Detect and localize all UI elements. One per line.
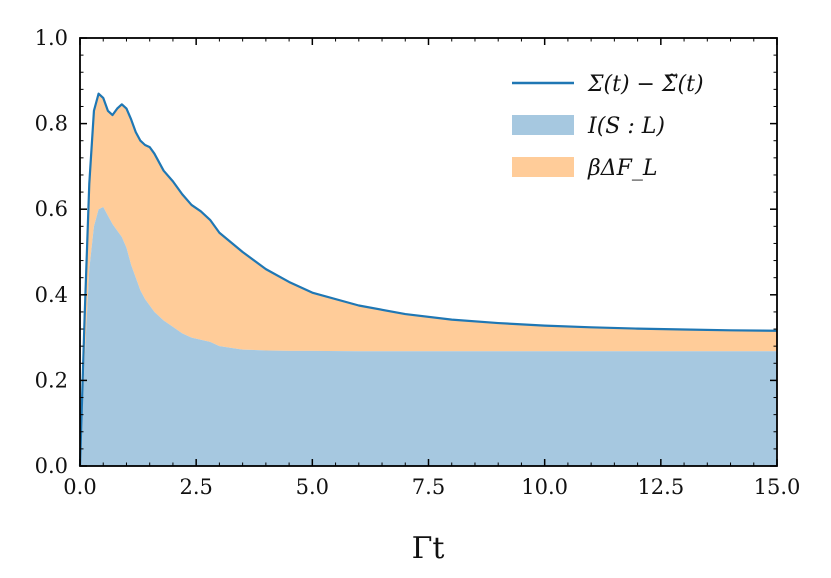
x-tick-label: 15.0 xyxy=(754,475,801,499)
x-tick-label: 12.5 xyxy=(637,475,684,499)
x-tick-label: 0.0 xyxy=(63,475,96,499)
y-tick-label: 0.8 xyxy=(35,112,68,136)
legend-swatch-orange xyxy=(512,157,574,177)
x-tick-label: 10.0 xyxy=(521,475,568,499)
plot-area xyxy=(78,92,778,467)
area-beta-delta-f xyxy=(80,93,777,466)
y-tick-label: 0.2 xyxy=(35,368,68,392)
line-entropy-production xyxy=(78,92,778,467)
x-tick-label: 7.5 xyxy=(412,475,445,499)
legend: Σ(t) − Σ̃(t) I(S : L) βΔF_L xyxy=(512,72,704,181)
x-axis-title: Γt xyxy=(412,531,445,566)
area-mutual-information xyxy=(80,207,777,466)
legend-label: βΔF_L xyxy=(587,156,657,181)
axes: 0.0 2.5 5.0 7.5 10.0 12.5 15.0 0.0 0.2 0.4 0.6 0.8 1… xyxy=(35,26,801,499)
y-tick-label: 0.0 xyxy=(35,454,68,478)
y-tick-label: 0.4 xyxy=(35,283,68,307)
y-tick-label: 1.0 xyxy=(35,26,68,50)
y-tick-label: 0.6 xyxy=(35,197,68,221)
legend-swatch-blue xyxy=(512,115,574,135)
legend-label: Σ(t) − Σ̃(t) xyxy=(587,72,704,97)
x-tick-label: 5.0 xyxy=(296,475,329,499)
x-tick-label: 2.5 xyxy=(179,475,212,499)
legend-label: I(S : L) xyxy=(587,114,665,139)
